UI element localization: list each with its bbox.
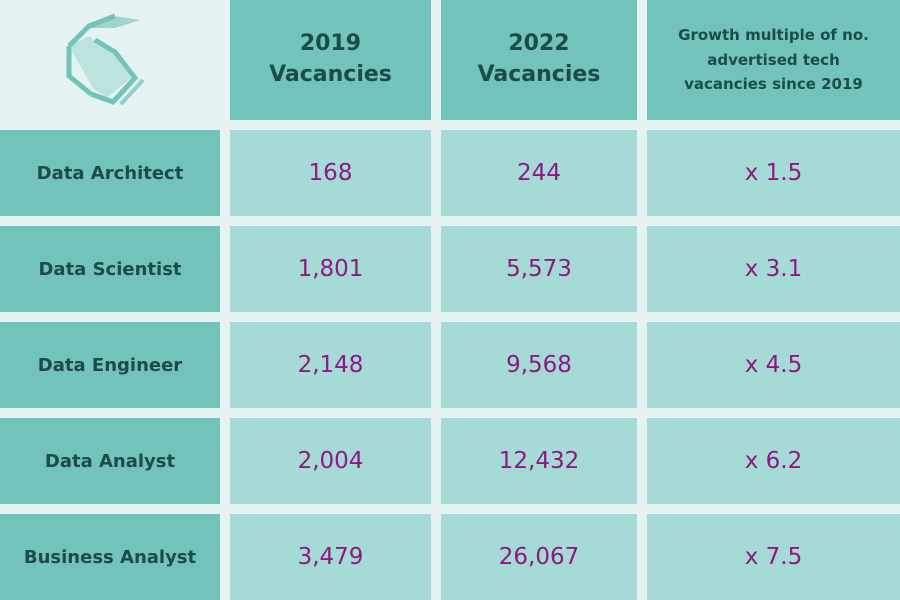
row-label: Data Architect [0,130,220,216]
value-growth: x 7.5 [647,514,900,600]
value-2022: 26,067 [441,514,637,600]
header-2022-line1: 2022 [508,31,570,57]
value-2019: 2,004 [230,418,431,504]
header-growth-multiple: Growth multiple of no. advertised tech v… [647,0,900,120]
header-2022-line2: Vacancies [477,62,601,87]
value-2022: 9,568 [441,322,637,408]
row-label: Data Scientist [0,226,220,312]
logo-cell [0,0,220,120]
row-label: Data Analyst [0,418,220,504]
header-2019-line1: 2019 [299,31,362,57]
header-growth-line2: advertised tech [707,50,840,69]
value-2019: 3,479 [230,514,431,600]
row-label: Business Analyst [0,514,220,600]
value-2019: 2,148 [230,322,431,408]
value-growth: x 6.2 [647,418,900,504]
header-growth-line1: Growth multiple of no. [678,25,869,44]
s-logo-icon [66,13,145,106]
value-growth: x 4.5 [647,322,900,408]
value-growth: x 1.5 [647,130,900,216]
value-2022: 244 [441,130,637,216]
header-2022-vacancies: 2022 Vacancies [441,0,637,120]
header-2019-line2: Vacancies [269,62,392,87]
row-label: Data Engineer [0,322,220,408]
value-growth: x 3.1 [647,226,900,312]
value-2019: 168 [230,130,431,216]
value-2019: 1,801 [230,226,431,312]
value-2022: 12,432 [441,418,637,504]
header-growth-line3: vacancies since 2019 [684,75,863,94]
header-2019-vacancies: 2019 Vacancies [230,0,431,120]
value-2022: 5,573 [441,226,637,312]
